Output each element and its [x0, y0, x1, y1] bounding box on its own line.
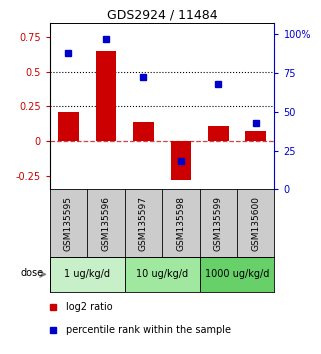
Bar [208, 126, 229, 141]
Text: GSM135600: GSM135600 [251, 195, 260, 251]
Bar [50, 257, 125, 292]
Text: percentile rank within the sample: percentile rank within the sample [66, 325, 231, 335]
Bar [246, 131, 266, 141]
Bar [170, 141, 191, 180]
Text: log2 ratio: log2 ratio [66, 302, 113, 312]
Text: dose: dose [20, 268, 43, 278]
Text: 10 ug/kg/d: 10 ug/kg/d [136, 269, 188, 279]
Text: 1000 ug/kg/d: 1000 ug/kg/d [205, 269, 269, 279]
Text: GSM135597: GSM135597 [139, 195, 148, 251]
Text: GSM135598: GSM135598 [176, 195, 185, 251]
Bar [200, 257, 274, 292]
Text: GSM135596: GSM135596 [101, 195, 110, 251]
Bar [96, 51, 116, 141]
Bar [125, 257, 200, 292]
Text: GSM135595: GSM135595 [64, 195, 73, 251]
Bar [133, 122, 154, 141]
Text: 1 ug/kg/d: 1 ug/kg/d [64, 269, 110, 279]
Text: GSM135599: GSM135599 [214, 195, 223, 251]
Bar [58, 113, 79, 141]
Title: GDS2924 / 11484: GDS2924 / 11484 [107, 9, 217, 22]
